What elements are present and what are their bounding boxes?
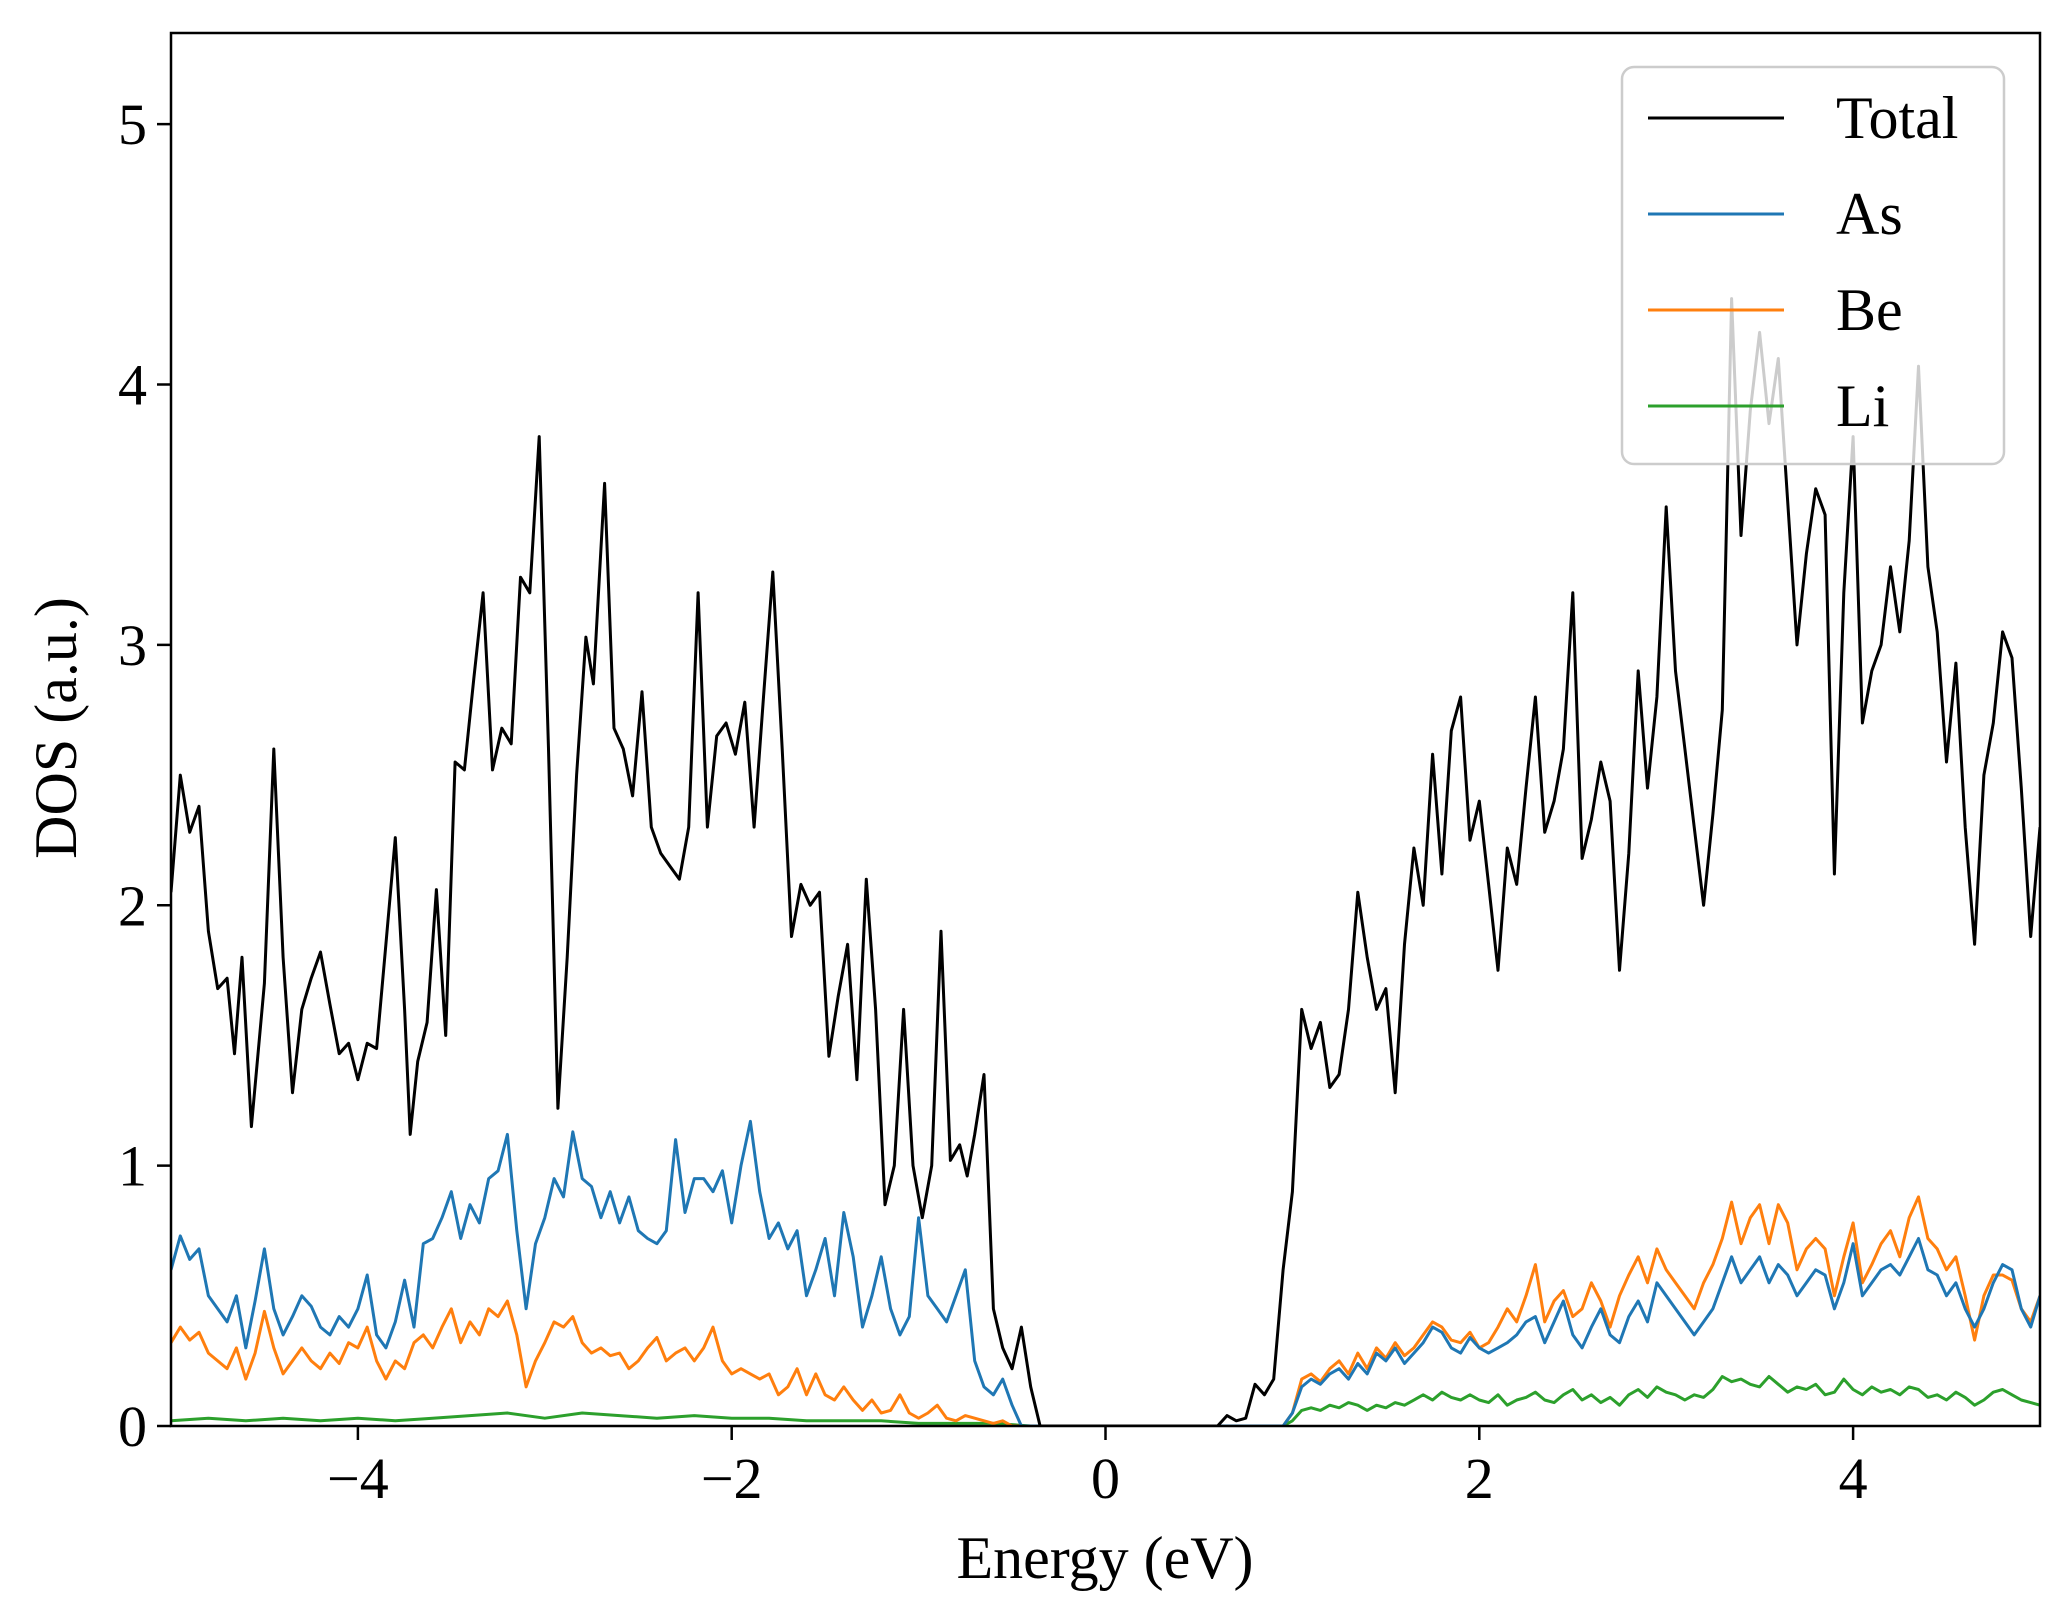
x-tick-label: 0 (1091, 1446, 1120, 1511)
y-tick-label: 5 (118, 92, 147, 157)
x-axis-title: Energy (eV) (956, 1525, 1253, 1591)
series-line-as (171, 1119, 2040, 1426)
x-tick-label: 2 (1465, 1446, 1494, 1511)
legend-label: Li (1836, 373, 1889, 439)
legend-entries: Total As Be Li (1648, 85, 1958, 439)
y-tick-label: 1 (118, 1134, 147, 1199)
ticks-layer: −4 −2 0 2 4 0 1 2 3 4 5 (118, 92, 1868, 1511)
legend-item-be: Be (1648, 277, 1903, 343)
legend: Total As Be Li (1620, 65, 2006, 466)
y-tick-label: 0 (118, 1394, 147, 1459)
x-tick-label: 4 (1839, 1446, 1868, 1511)
x-tick-label: −2 (701, 1446, 763, 1511)
legend-item-li: Li (1648, 373, 1889, 439)
series-line-be (171, 1195, 2040, 1426)
x-tick-label: −4 (327, 1446, 389, 1511)
y-tick-label: 2 (118, 873, 147, 938)
legend-item-total: Total (1648, 85, 1958, 151)
legend-box (1620, 65, 2006, 466)
series-line-li (171, 1375, 2040, 1426)
y-tick-label: 4 (118, 353, 147, 418)
legend-label: Be (1836, 277, 1903, 343)
legend-item-as: As (1648, 181, 1903, 247)
y-axis-title: DOS (a.u.) (23, 597, 89, 859)
legend-label: As (1836, 181, 1903, 247)
y-tick-label: 3 (118, 613, 147, 678)
legend-label: Total (1836, 85, 1958, 151)
